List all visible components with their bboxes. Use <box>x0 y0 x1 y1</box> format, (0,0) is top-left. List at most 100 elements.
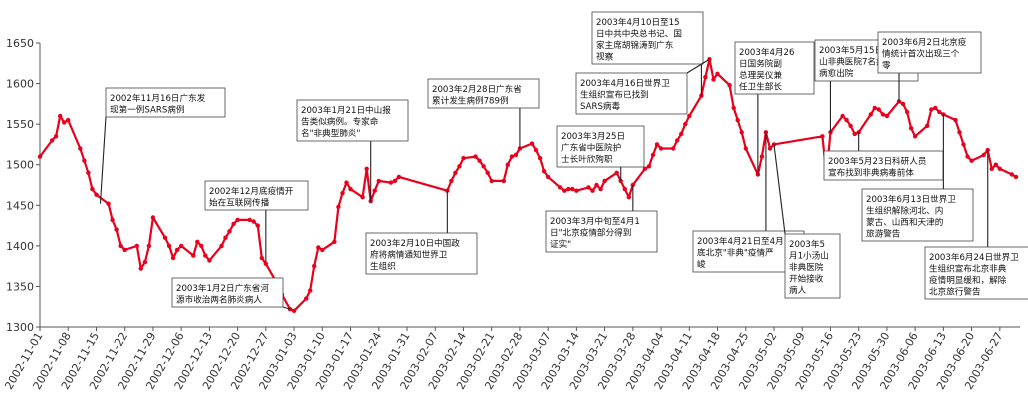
data-point <box>562 188 567 193</box>
data-point <box>199 243 204 249</box>
annotation-text: 底北京"非典"疫情严 <box>697 247 774 259</box>
annotation-box <box>861 188 974 242</box>
annotation-text: 2003年3月中旬至4月1 <box>550 215 640 227</box>
data-point <box>703 74 708 80</box>
data-point <box>683 121 688 127</box>
data-point <box>207 258 212 263</box>
annotation-text: 总理吴仪兼 <box>739 69 782 81</box>
data-point <box>308 288 313 293</box>
data-point <box>876 107 881 112</box>
annotation-text: 旅游警告 <box>866 228 901 240</box>
data-point <box>912 134 918 139</box>
data-point <box>671 146 676 151</box>
data-point <box>231 221 236 227</box>
data-point <box>840 113 845 119</box>
data-point <box>908 126 914 131</box>
data-point <box>570 186 575 192</box>
data-point <box>622 186 627 192</box>
data-point <box>336 204 341 210</box>
y-tick-label: 1650 <box>6 37 34 50</box>
data-point <box>965 154 970 159</box>
y-tick-label: 1600 <box>6 78 34 91</box>
data-point <box>122 247 127 253</box>
data-point <box>481 164 486 169</box>
annotation-box <box>784 233 841 299</box>
data-point <box>461 156 466 161</box>
data-point <box>251 219 256 224</box>
data-point <box>348 186 353 192</box>
data-point <box>247 217 252 223</box>
data-point <box>449 178 454 184</box>
data-point <box>259 255 264 261</box>
annotation-text: 2003年2月10日中国政 <box>370 237 460 249</box>
data-point <box>941 112 946 117</box>
data-point <box>771 142 777 147</box>
data-point <box>953 117 958 123</box>
annotation-text: 2002年12月底疫情开 <box>209 185 294 197</box>
data-point <box>848 123 853 128</box>
data-point <box>388 180 394 185</box>
data-point <box>844 117 849 123</box>
data-point <box>86 170 91 175</box>
annotation-text: 士长叶欣殉职 <box>561 153 613 165</box>
data-point <box>731 105 736 111</box>
y-tick-label: 1400 <box>6 240 34 253</box>
annotation-text: 日"北京疫情部分得到 <box>550 227 631 239</box>
annotation-text: 2003年4月21日至4月 <box>697 235 784 247</box>
data-point <box>900 101 906 107</box>
annotation-text: 告类似病例。专家命 <box>301 116 379 128</box>
y-tick-label: 1500 <box>6 159 34 172</box>
data-point <box>37 154 43 159</box>
annotation-text: 病愈出院 <box>819 67 854 79</box>
data-point <box>392 178 398 184</box>
annotation-text: 始在互联网传播 <box>209 197 270 209</box>
data-point <box>1013 174 1019 180</box>
annotation-text: 2003年5 <box>789 238 825 250</box>
annotation-text: 2003年4月10日至15 <box>596 16 680 28</box>
annotation-leader-line <box>773 144 786 235</box>
annotation-text: 零 <box>882 60 891 71</box>
data-point <box>675 138 680 143</box>
annotation-text: 2003年3月25日 <box>561 130 625 142</box>
annotation-text: 山非典医院7名病人 <box>819 56 894 68</box>
data-point <box>291 308 297 313</box>
annotation-text: 名"非典型肺炎" <box>301 127 361 139</box>
data-point <box>61 120 67 125</box>
annotation-text: 开始接收 <box>789 273 824 285</box>
data-point <box>364 166 369 171</box>
series-line <box>39 58 1017 312</box>
data-point <box>566 186 571 192</box>
data-point <box>929 107 934 112</box>
data-point <box>646 164 652 169</box>
y-tick-label: 1300 <box>6 321 34 334</box>
y-tick-label: 1450 <box>6 199 34 212</box>
data-point <box>993 162 998 167</box>
data-point <box>594 182 599 188</box>
annotation-text: 2003年4月16日世界卫 <box>580 77 670 89</box>
data-point <box>316 245 321 250</box>
data-point <box>223 235 228 240</box>
data-point <box>828 130 833 135</box>
annotation-box <box>365 232 478 275</box>
data-point <box>590 188 595 193</box>
data-point <box>457 164 462 169</box>
annotation-text: 北京旅行警告 <box>929 286 981 298</box>
data-point <box>203 253 208 258</box>
data-point <box>501 178 506 184</box>
annotation-text: 病人 <box>789 284 807 296</box>
data-point <box>1009 172 1015 177</box>
data-point <box>110 217 115 223</box>
annotation-text: 2003年6月2日北京疫 <box>882 36 967 48</box>
annotation-box <box>427 78 540 109</box>
data-point <box>985 147 990 153</box>
annotation-text: 宣布找到非典病毒前体 <box>828 167 914 179</box>
data-point <box>537 156 543 161</box>
y-axis: 1300 1350 1400 1450 1500 1550 1600 1650 <box>6 37 41 334</box>
data-point <box>658 146 664 151</box>
annotation-text: 2003年1月2日广东省河 <box>176 282 269 294</box>
